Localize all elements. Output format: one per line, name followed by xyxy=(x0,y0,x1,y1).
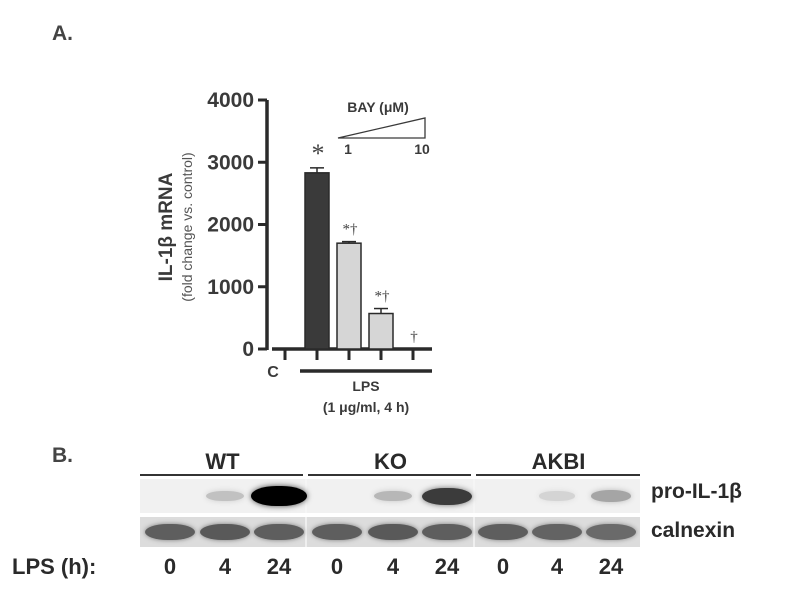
panel-b-letter: B. xyxy=(52,444,73,467)
time-label: 24 xyxy=(598,554,624,579)
band-pro-il1b xyxy=(421,487,473,505)
group-label-wt: WT xyxy=(205,449,240,474)
group-separator xyxy=(473,517,475,547)
band-calnexin xyxy=(478,524,528,540)
group-separator xyxy=(305,517,307,547)
band-calnexin xyxy=(312,524,362,540)
band-calnexin xyxy=(368,524,418,540)
blot-strip-calnexin xyxy=(140,517,640,547)
band-pro-il1b xyxy=(251,486,307,506)
y-tick-label: 0 xyxy=(242,338,254,361)
row-label-calnexin: calnexin xyxy=(651,519,736,542)
significance-label: * xyxy=(312,139,325,168)
group-separator xyxy=(473,479,475,513)
time-label: 4 xyxy=(386,554,400,579)
group-label-ko: KO xyxy=(374,449,407,474)
control-label: C xyxy=(267,364,279,381)
band-pro-il1b xyxy=(590,490,632,502)
band-calnexin xyxy=(532,524,582,540)
row-label-pro-il1b: pro-IL-1β xyxy=(651,480,742,503)
group-line-akbi xyxy=(476,474,640,476)
time-label: 24 xyxy=(434,554,460,579)
band-calnexin xyxy=(254,524,304,540)
band-calnexin xyxy=(586,524,636,540)
dose-max-label: 10 xyxy=(414,141,430,157)
dose-min-label: 1 xyxy=(344,141,352,157)
band-pro-il1b xyxy=(538,491,576,501)
band-pro-il1b xyxy=(373,490,413,502)
bar xyxy=(336,242,362,350)
dose-label: BAY (μM) xyxy=(347,99,408,115)
y-tick-label: 1000 xyxy=(207,276,254,299)
y-axis-sublabel: (fold change vs. control) xyxy=(179,152,195,301)
time-label: 4 xyxy=(218,554,232,579)
treatment-sub-label: (1 μg/ml, 4 h) xyxy=(323,399,409,415)
dose-triangle xyxy=(337,117,426,139)
band-pro-il1b xyxy=(206,490,244,502)
blot-strip-pro-il1b xyxy=(140,479,640,513)
band-calnexin xyxy=(145,524,195,540)
y-tick-label: 4000 xyxy=(207,89,254,112)
group-line-wt xyxy=(140,474,303,476)
y-tick-label: 2000 xyxy=(207,214,254,237)
time-label: 0 xyxy=(496,554,510,579)
lps-time-label: LPS (h): xyxy=(12,554,97,579)
time-label: 0 xyxy=(163,554,177,579)
significance-label: *† xyxy=(375,289,391,305)
band-calnexin xyxy=(422,524,472,540)
group-line-ko xyxy=(308,474,471,476)
y-axis-label: IL-1β mRNA xyxy=(156,172,177,281)
time-label: 4 xyxy=(550,554,564,579)
il1b-bar-chart: 0 1000 2000 3000 4000 * *† *† † C LPS (1 μg/ml, 4 h… xyxy=(156,89,432,415)
time-label: 24 xyxy=(266,554,292,579)
bar xyxy=(304,172,330,350)
bar xyxy=(368,312,394,350)
significance-label: *† xyxy=(343,222,359,238)
group-label-akbi: AKBI xyxy=(531,449,586,474)
band-calnexin xyxy=(200,524,250,540)
y-tick-label: 3000 xyxy=(207,151,254,174)
treatment-label: LPS xyxy=(352,378,379,394)
time-label: 0 xyxy=(330,554,344,579)
panel-a-letter: A. xyxy=(52,22,73,45)
significance-label: † xyxy=(410,329,418,345)
